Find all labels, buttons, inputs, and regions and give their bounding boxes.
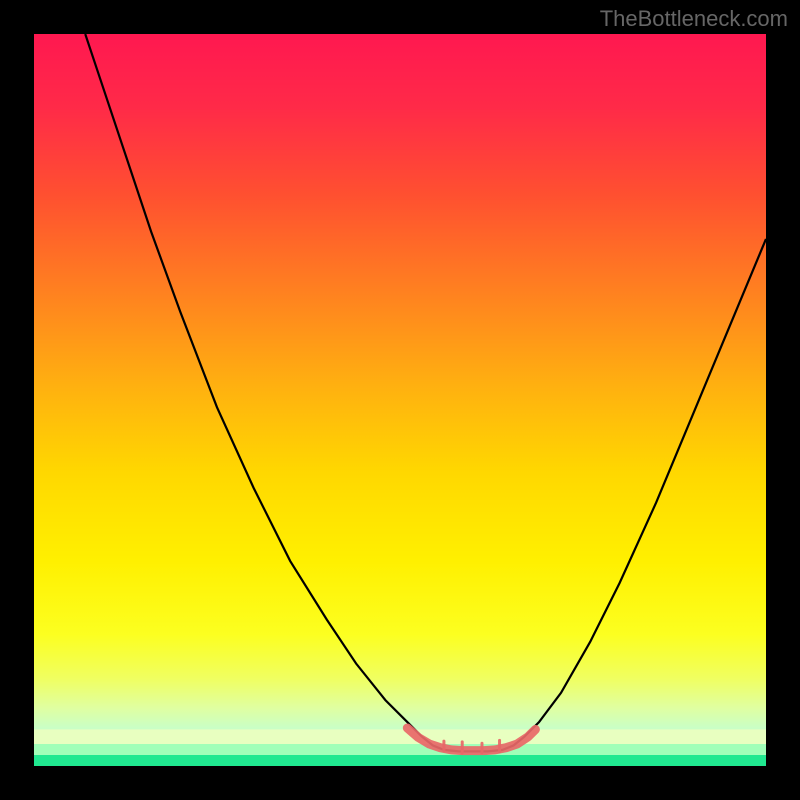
- bottleneck-curve: [85, 34, 766, 751]
- valley-marker: [407, 728, 535, 751]
- curve-layer: [34, 34, 766, 766]
- plot-area: [34, 34, 766, 766]
- watermark-text: TheBottleneck.com: [600, 6, 788, 32]
